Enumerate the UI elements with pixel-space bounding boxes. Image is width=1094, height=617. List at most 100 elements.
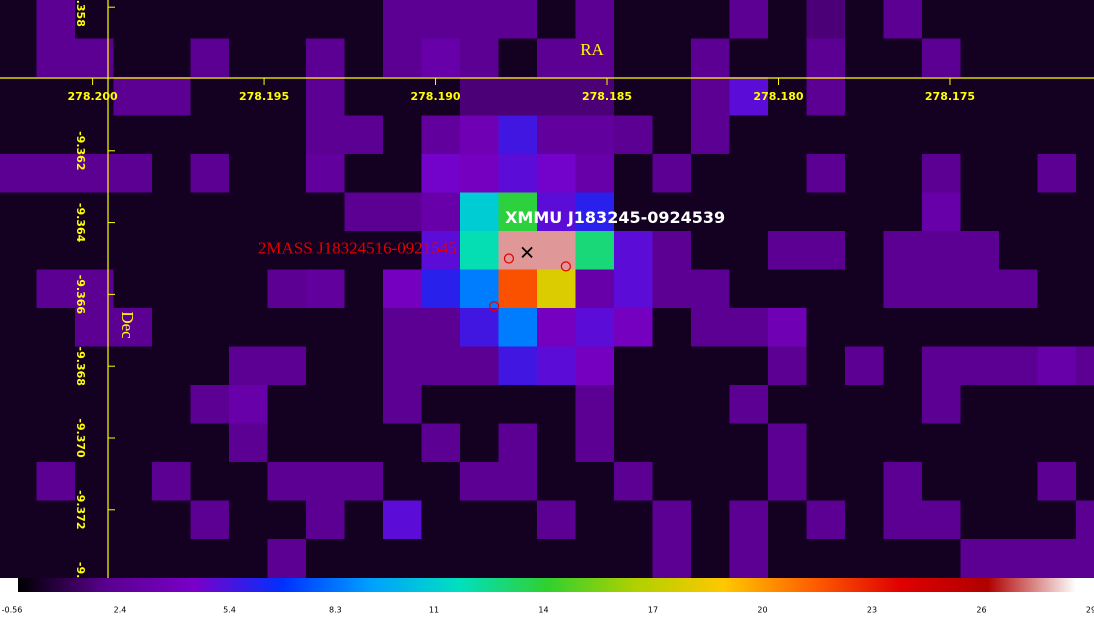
pixel (806, 77, 846, 116)
pixel (113, 0, 153, 39)
pixel (190, 192, 230, 232)
pixel (960, 0, 1000, 39)
pixel (267, 539, 307, 578)
pixel (229, 38, 268, 78)
pixel (306, 385, 345, 424)
pixel (960, 38, 1000, 78)
pixel (922, 346, 961, 386)
pixel (537, 346, 576, 386)
pixel (190, 269, 230, 309)
y-tick-label: -9.362 (74, 131, 87, 170)
pixel (922, 385, 961, 424)
y-tick-label: -9.370 (74, 418, 87, 458)
pixel (421, 500, 461, 540)
pixel (229, 346, 268, 386)
x-tick-label: 278.200 (68, 90, 118, 103)
pixel (306, 38, 345, 78)
pixel (229, 115, 268, 155)
pixel (152, 38, 191, 78)
pixel (806, 231, 846, 270)
pixel (460, 77, 499, 116)
pixel (537, 38, 576, 78)
pixel (883, 462, 923, 501)
pixel (537, 500, 576, 540)
pixel (306, 462, 345, 501)
pixel (152, 500, 191, 540)
pixel (306, 77, 345, 116)
colorbar-tick-label: 20 (757, 606, 767, 615)
pixel (1037, 192, 1077, 232)
pixel (460, 385, 499, 424)
source-marker (560, 261, 571, 272)
pixel (421, 269, 461, 309)
pixel (691, 346, 730, 386)
pixel (383, 115, 422, 155)
pixel (421, 539, 461, 578)
source-marker (503, 253, 515, 264)
pixel (344, 500, 384, 540)
pixel (267, 77, 307, 116)
pixel (1076, 346, 1094, 386)
pixel (922, 462, 961, 501)
pixel (999, 38, 1038, 78)
pixel (1076, 423, 1094, 463)
pixel (306, 308, 345, 347)
pixel (999, 77, 1038, 116)
x-axis-label: RA (580, 40, 604, 59)
pixel (306, 231, 345, 270)
pixel (498, 308, 538, 347)
pixel (691, 77, 730, 116)
pixel (1076, 462, 1094, 501)
pixel (383, 346, 422, 386)
pixel (806, 38, 846, 78)
pixel (960, 539, 1000, 578)
pixel (306, 154, 345, 193)
pixel (344, 77, 384, 116)
pixel (113, 192, 153, 232)
pixel (1076, 154, 1094, 193)
pixel (883, 346, 923, 386)
pixel (306, 500, 345, 540)
pixel (614, 154, 653, 193)
pixel (845, 500, 884, 540)
pixel (960, 192, 1000, 232)
pixel (537, 77, 576, 116)
pixel (0, 423, 37, 463)
pixel (383, 154, 422, 193)
pixel (922, 308, 961, 347)
pixel (1076, 539, 1094, 578)
pixel (652, 308, 692, 347)
colorbar-tick-label: 14 (538, 606, 548, 615)
pixel (845, 423, 884, 463)
pixel (845, 269, 884, 309)
pixel (190, 539, 230, 578)
pixel (267, 154, 307, 193)
colorbar-tick-label: 2.4 (114, 606, 127, 615)
pixel (267, 500, 307, 540)
pixel (498, 385, 538, 424)
colorbar-tick-label: 5.4 (223, 606, 236, 615)
pixel (575, 154, 615, 193)
pixel (845, 308, 884, 347)
pixel (691, 115, 730, 155)
pixel (960, 423, 1000, 463)
pixel (36, 308, 76, 347)
pixel (344, 269, 384, 309)
pixel (460, 231, 499, 270)
pixel (575, 500, 615, 540)
pixel (1037, 346, 1077, 386)
pixel (229, 500, 268, 540)
pixel (383, 269, 422, 309)
pixel (614, 385, 653, 424)
pixel (806, 423, 846, 463)
pixel (383, 462, 422, 501)
pixel (729, 77, 769, 116)
pixel (729, 423, 769, 463)
pixel (845, 38, 884, 78)
pixel (113, 115, 153, 155)
pixel (729, 346, 769, 386)
pixel (691, 308, 730, 347)
pixel (113, 269, 153, 309)
pixel (922, 77, 961, 116)
pixel (691, 38, 730, 78)
